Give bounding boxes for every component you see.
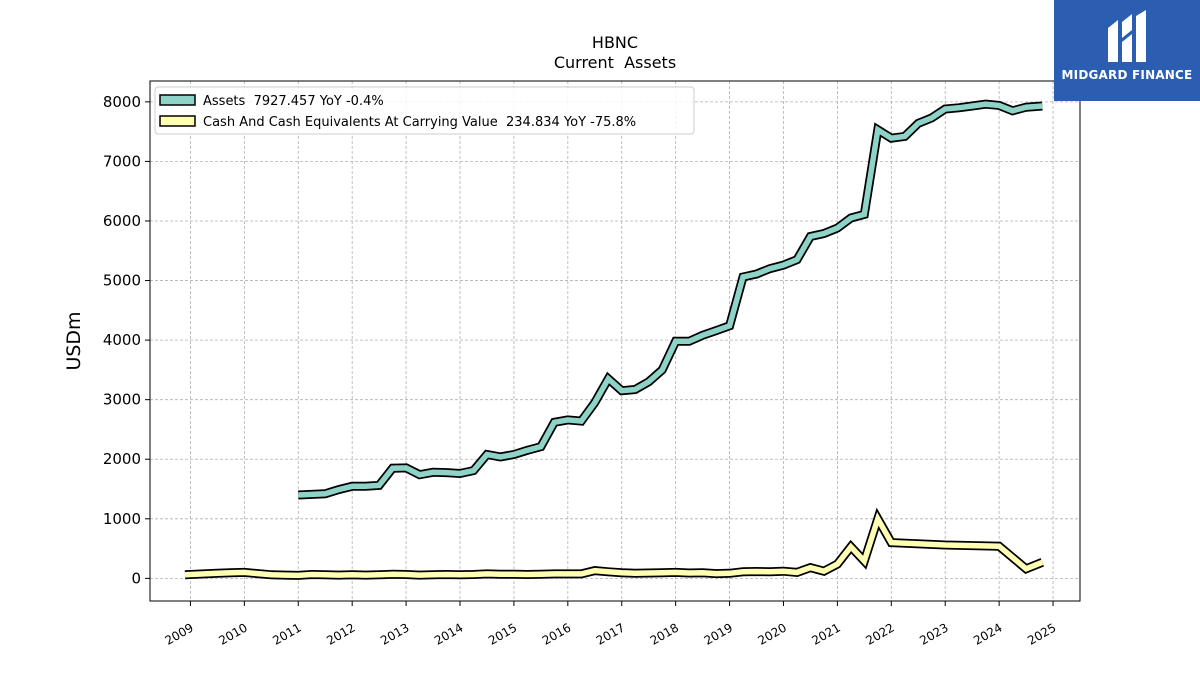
x-tick-label: 2014	[432, 620, 465, 647]
y-tick-label: 4000	[103, 331, 141, 349]
x-tick-label: 2015	[486, 620, 519, 647]
x-tick-label: 2022	[863, 620, 896, 647]
x-axis: 2009 2010 2011 2012 2013 2014 2015 2016 2017 2018…	[162, 601, 1059, 648]
x-tick-label: 2016	[540, 620, 573, 647]
y-tick-label: 3000	[103, 391, 141, 409]
y-tick-label: 8000	[103, 93, 141, 111]
series-line-cash	[184, 511, 1044, 579]
y-axis-label: USDm	[63, 311, 85, 370]
x-tick-label: 2010	[216, 620, 249, 647]
logo-text: MIDGARD FINANCE	[1061, 68, 1193, 82]
x-tick-label: 2023	[917, 620, 950, 647]
series-outline-cash	[184, 507, 1044, 580]
y-tick-label: 6000	[103, 212, 141, 230]
x-tick-label: 2012	[324, 620, 357, 647]
chart-subtitle: Current Assets	[554, 53, 676, 72]
logo-mark-icon	[1108, 10, 1146, 62]
y-tick-label: 7000	[103, 152, 141, 170]
series-outline-assets	[298, 99, 1043, 500]
x-tick-label: 2024	[971, 620, 1004, 647]
legend-box	[154, 86, 695, 135]
legend-swatch-cash	[159, 115, 196, 127]
plot-frame	[149, 80, 1081, 602]
legend-entry-cash: Cash And Cash Equivalents At Carrying Va…	[203, 115, 636, 130]
grid	[150, 81, 1080, 601]
x-tick-label: 2009	[162, 620, 195, 647]
x-tick-label: 2025	[1025, 620, 1058, 647]
x-tick-label: 2017	[594, 620, 627, 647]
y-axis: 0 1000 2000 3000 4000 5000 6000 7000 8000	[103, 93, 150, 587]
chart-title: HBNC	[592, 33, 638, 52]
x-tick-label: 2011	[270, 620, 303, 647]
y-tick-label: 0	[131, 569, 141, 587]
y-tick-label: 1000	[103, 510, 141, 528]
x-tick-label: 2018	[648, 620, 681, 647]
x-tick-label: 2019	[702, 620, 735, 647]
y-tick-label: 2000	[103, 450, 141, 468]
series-layer	[184, 99, 1044, 580]
brand-logo: MIDGARD FINANCE	[1054, 0, 1200, 101]
legend-entry-assets: Assets 7927.457 YoY -0.4%	[203, 94, 384, 109]
x-tick-label: 2013	[378, 620, 411, 647]
series-line-assets	[298, 101, 1043, 498]
x-tick-label: 2021	[809, 620, 842, 647]
x-tick-label: 2020	[756, 620, 789, 647]
y-tick-label: 5000	[103, 272, 141, 290]
legend: Assets 7927.457 YoY -0.4% Cash And Cash …	[154, 86, 695, 135]
legend-swatch-assets	[159, 94, 196, 106]
